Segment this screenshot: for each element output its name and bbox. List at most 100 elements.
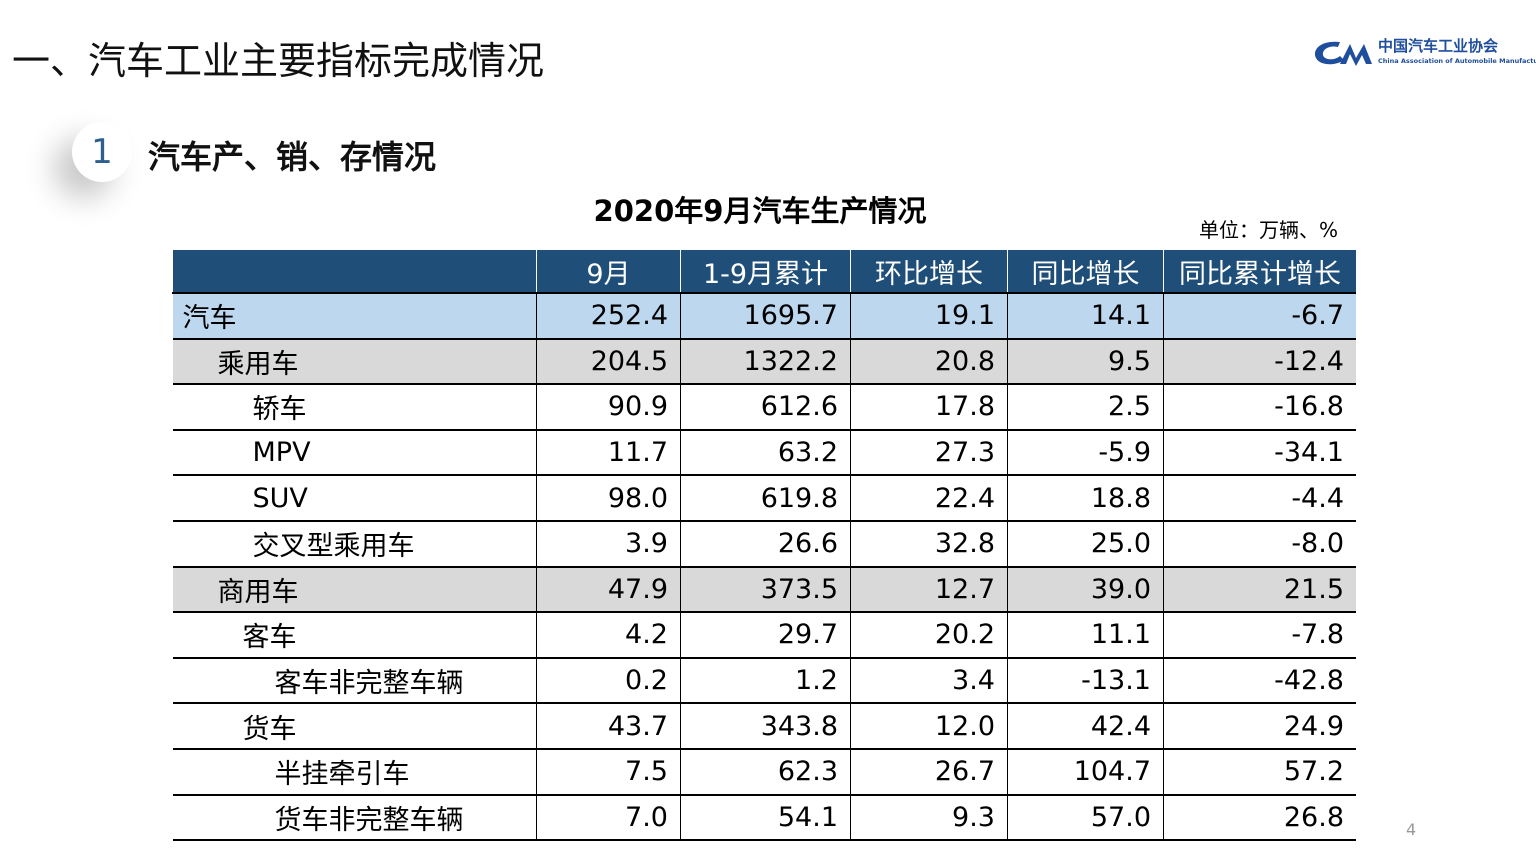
table-cell: 20.8 bbox=[850, 338, 1008, 386]
table-cell: 19.1 bbox=[850, 293, 1008, 340]
row-label: 客车非完整车辆 bbox=[172, 657, 537, 705]
table-cell: 11.7 bbox=[536, 429, 681, 477]
section-number: 1 bbox=[72, 122, 132, 182]
table-cell: 26.7 bbox=[850, 748, 1008, 796]
unit-label: 单位：万辆、% bbox=[1198, 218, 1338, 242]
row-label: 乘用车 bbox=[172, 338, 537, 386]
table-row: 客车非完整车辆 0.2 1.2 3.4 -13.1 -42.8 bbox=[172, 657, 1356, 705]
table-cell: 39.0 bbox=[1007, 566, 1164, 614]
table-cell: 54.1 bbox=[680, 794, 851, 842]
row-label: 半挂牵引车 bbox=[172, 748, 537, 796]
table-cell: 12.7 bbox=[850, 566, 1008, 614]
data-table: 9月 1-9月累计 环比增长 同比增长 同比累计增长 汽车 252.4 1695.7 19.1 1… bbox=[172, 250, 1356, 842]
table-row: 交叉型乘用车 3.9 26.6 32.8 25.0 -8.0 bbox=[172, 520, 1356, 568]
table-cell: 47.9 bbox=[536, 566, 681, 614]
column-header: 1-9月累计 bbox=[680, 250, 851, 294]
table-row: 半挂牵引车 7.5 62.3 26.7 104.7 57.2 bbox=[172, 748, 1356, 796]
row-label: 货车 bbox=[172, 703, 537, 750]
table-cell: -8.0 bbox=[1163, 520, 1356, 568]
table-cell: -6.7 bbox=[1163, 293, 1356, 340]
table-cell: 12.0 bbox=[850, 703, 1008, 750]
table-cell: -16.8 bbox=[1163, 384, 1356, 431]
logo-c bbox=[1315, 41, 1344, 65]
column-header: 同比增长 bbox=[1007, 250, 1164, 294]
table-cell: 3.9 bbox=[536, 520, 681, 568]
table-cell: 373.5 bbox=[680, 566, 851, 614]
table-cell: 43.7 bbox=[536, 703, 681, 750]
table-cell: 2.5 bbox=[1007, 384, 1164, 431]
table-cell: 1322.2 bbox=[680, 338, 851, 386]
table-cell: -5.9 bbox=[1007, 429, 1164, 477]
table-row: 乘用车 204.5 1322.2 20.8 9.5 -12.4 bbox=[172, 338, 1356, 386]
table-cell: 7.0 bbox=[536, 794, 681, 842]
row-label: 轿车 bbox=[172, 384, 537, 431]
table-cell: 90.9 bbox=[536, 384, 681, 431]
row-label: 交叉型乘用车 bbox=[172, 520, 537, 568]
table-cell: 9.3 bbox=[850, 794, 1008, 842]
table-cell: 252.4 bbox=[536, 293, 681, 340]
table-cell: 1695.7 bbox=[680, 293, 851, 340]
column-header bbox=[172, 250, 537, 294]
table-row: 货车 43.7 343.8 12.0 42.4 24.9 bbox=[172, 703, 1356, 750]
row-label: SUV bbox=[172, 475, 537, 522]
logo-subtext: China Association of Automobile Manufact… bbox=[1378, 57, 1536, 65]
table-cell: 57.2 bbox=[1163, 748, 1356, 796]
column-header: 同比累计增长 bbox=[1163, 250, 1356, 294]
table-cell: 62.3 bbox=[680, 748, 851, 796]
row-label: 商用车 bbox=[172, 566, 537, 614]
table-cell: 20.2 bbox=[850, 612, 1008, 659]
table-cell: 104.7 bbox=[1007, 748, 1164, 796]
table-row: 货车非完整车辆 7.0 54.1 9.3 57.0 26.8 bbox=[172, 794, 1356, 842]
table-cell: 98.0 bbox=[536, 475, 681, 522]
table-cell: 343.8 bbox=[680, 703, 851, 750]
table-cell: -4.4 bbox=[1163, 475, 1356, 522]
table-cell: 18.8 bbox=[1007, 475, 1164, 522]
section-title: 汽车产、销、存情况 bbox=[148, 138, 437, 176]
column-header: 环比增长 bbox=[850, 250, 1008, 294]
table-cell: 26.8 bbox=[1163, 794, 1356, 842]
page-number: 4 bbox=[1406, 820, 1417, 839]
table-cell: 27.3 bbox=[850, 429, 1008, 477]
table-row: 客车 4.2 29.7 20.2 11.1 -7.8 bbox=[172, 612, 1356, 659]
logo-text: 中国汽车工业协会 bbox=[1378, 37, 1499, 55]
table-cell: 9.5 bbox=[1007, 338, 1164, 386]
table-cell: -12.4 bbox=[1163, 338, 1356, 386]
table-cell: 0.2 bbox=[536, 657, 681, 705]
table-cell: 63.2 bbox=[680, 429, 851, 477]
table-cell: -13.1 bbox=[1007, 657, 1164, 705]
table-cell: 3.4 bbox=[850, 657, 1008, 705]
table-cell: 32.8 bbox=[850, 520, 1008, 568]
table-row: MPV 11.7 63.2 27.3 -5.9 -34.1 bbox=[172, 429, 1356, 477]
table-cell: 4.2 bbox=[536, 612, 681, 659]
table-cell: 42.4 bbox=[1007, 703, 1164, 750]
logo-m bbox=[1340, 44, 1372, 66]
table-cell: 11.1 bbox=[1007, 612, 1164, 659]
logo-mark bbox=[1315, 41, 1372, 66]
table-cell: -7.8 bbox=[1163, 612, 1356, 659]
table-cell: 619.8 bbox=[680, 475, 851, 522]
table-cell: 24.9 bbox=[1163, 703, 1356, 750]
row-label: 汽车 bbox=[172, 293, 537, 340]
table-cell: 29.7 bbox=[680, 612, 851, 659]
table-cell: 204.5 bbox=[536, 338, 681, 386]
table-row: SUV 98.0 619.8 22.4 18.8 -4.4 bbox=[172, 475, 1356, 522]
table-cell: 7.5 bbox=[536, 748, 681, 796]
table-cell: -42.8 bbox=[1163, 657, 1356, 705]
header-row: 9月 1-9月累计 环比增长 同比增长 同比累计增长 bbox=[172, 250, 1356, 294]
table-cell: 17.8 bbox=[850, 384, 1008, 431]
table-row: 轿车 90.9 612.6 17.8 2.5 -16.8 bbox=[172, 384, 1356, 431]
table-cell: -34.1 bbox=[1163, 429, 1356, 477]
table-cell: 26.6 bbox=[680, 520, 851, 568]
table-title: 2020年9月汽车生产情况 bbox=[593, 194, 927, 228]
table-cell: 21.5 bbox=[1163, 566, 1356, 614]
column-header: 9月 bbox=[536, 250, 681, 294]
table-row: 商用车 47.9 373.5 12.7 39.0 21.5 bbox=[172, 566, 1356, 614]
table-cell: 612.6 bbox=[680, 384, 851, 431]
table-cell: 25.0 bbox=[1007, 520, 1164, 568]
slide-title: 一、汽车工业主要指标完成情况 bbox=[12, 39, 545, 83]
table-cell: 1.2 bbox=[680, 657, 851, 705]
table-cell: 22.4 bbox=[850, 475, 1008, 522]
table-cell: 14.1 bbox=[1007, 293, 1164, 340]
row-label: MPV bbox=[172, 429, 537, 477]
